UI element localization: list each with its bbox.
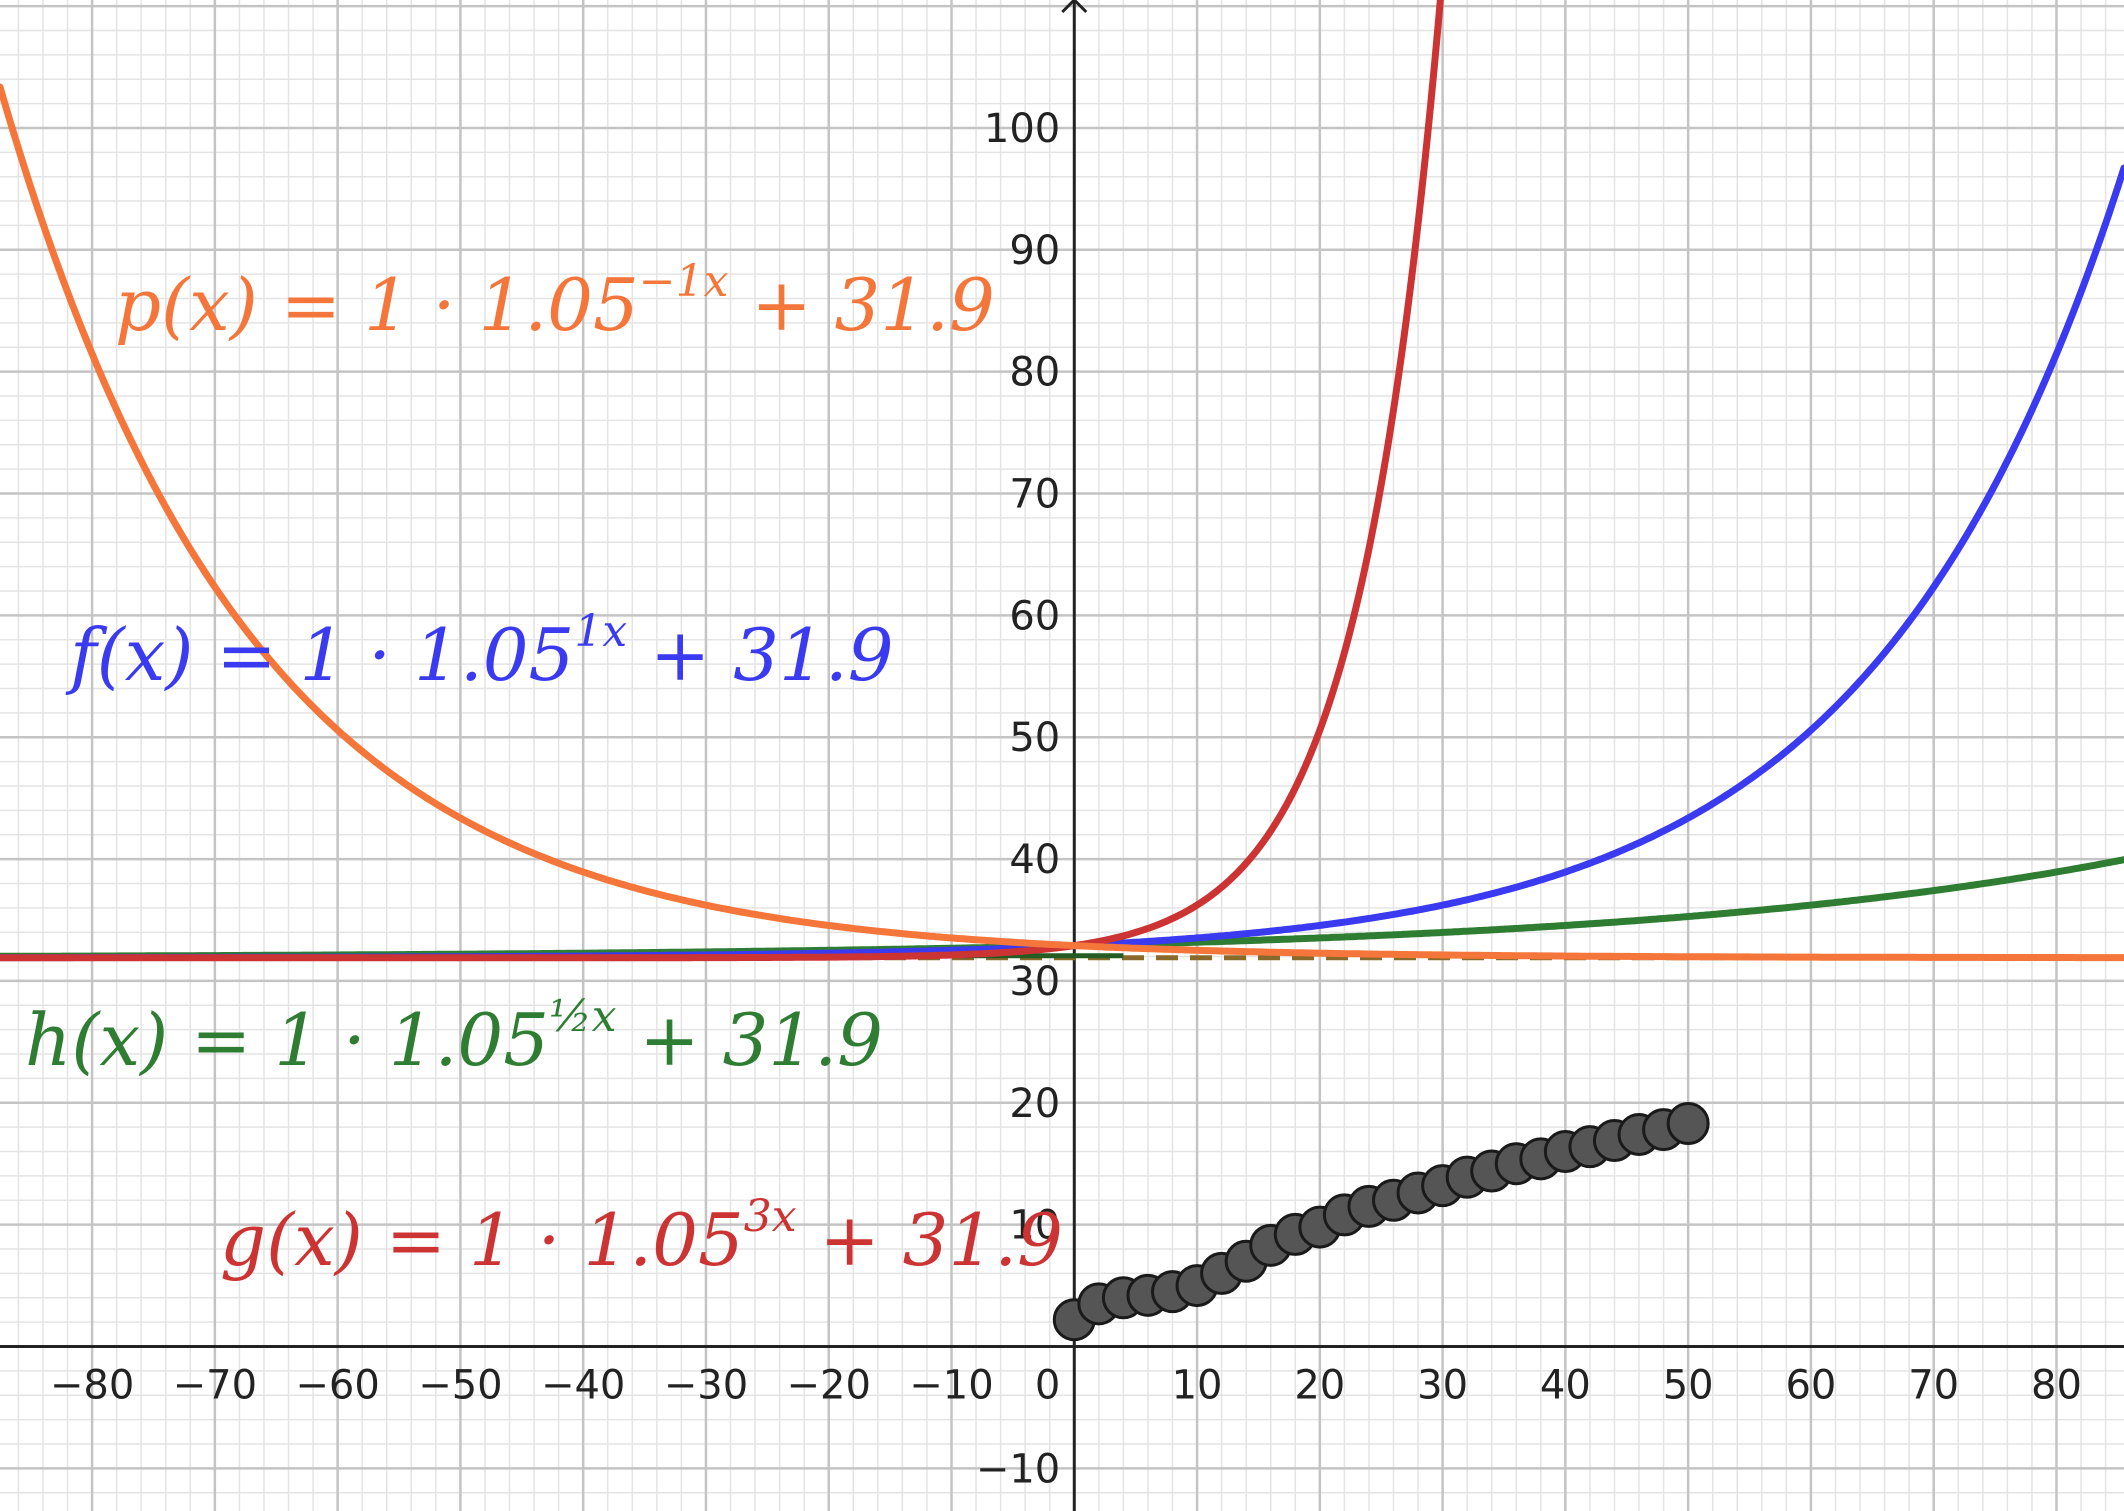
y-tick-label: 30 <box>1009 959 1060 1005</box>
equation-label-fx: f(x) = 1 · 1.051x + 31.9 <box>65 606 894 697</box>
y-tick-label: 50 <box>1009 715 1060 761</box>
curves <box>0 0 2124 962</box>
x-tick-label: −60 <box>295 1362 379 1408</box>
tick-labels: −80 −70 −60 −50 −40 −30 −20 −10 10 20 30 40 50 60 70 80… <box>50 106 2082 1492</box>
data-points <box>1052 1102 1710 1342</box>
y-tick-label: 20 <box>1009 1081 1060 1127</box>
x-tick-label: −10 <box>909 1362 993 1408</box>
x-tick-label: 30 <box>1417 1362 1468 1408</box>
y-tick-label: 10 <box>1009 1203 1060 1249</box>
origin-label: 0 <box>1035 1362 1060 1408</box>
equation-label-px: p(x) = 1 · 1.05−1x + 31.9 <box>115 256 995 347</box>
y-tick-label: 70 <box>1009 472 1060 518</box>
x-tick-label: −30 <box>664 1362 748 1408</box>
x-tick-label: 10 <box>1172 1362 1223 1408</box>
y-tick-label: −10 <box>976 1446 1060 1492</box>
curve-gx <box>0 0 1444 962</box>
y-tick-label: 40 <box>1009 837 1060 883</box>
equation-label-hx: h(x) = 1 · 1.05½x + 31.9 <box>25 991 883 1082</box>
equation-labels: p(x) = 1 · 1.05−1x + 31.9 f(x) = 1 · 1.05… <box>25 256 1063 1282</box>
y-tick-label: 100 <box>984 106 1060 152</box>
x-tick-label: 20 <box>1294 1362 1345 1408</box>
y-tick-label: 60 <box>1009 593 1060 639</box>
y-axis-arrow <box>1061 0 1088 14</box>
x-tick-label: −80 <box>50 1362 134 1408</box>
y-tick-label: 80 <box>1009 350 1060 396</box>
x-tick-label: 60 <box>1785 1362 1836 1408</box>
x-tick-label: −70 <box>173 1362 257 1408</box>
curve-px <box>0 83 2124 962</box>
x-tick-label: 40 <box>1540 1362 1591 1408</box>
equation-label-gx: g(x) = 1 · 1.053x + 31.9 <box>220 1191 1063 1282</box>
x-tick-label: −20 <box>787 1362 871 1408</box>
y-tick-label: 90 <box>1009 228 1060 274</box>
x-tick-label: 80 <box>2031 1362 2082 1408</box>
data-point <box>1666 1102 1710 1146</box>
x-tick-label: 70 <box>1908 1362 1959 1408</box>
x-tick-label: 50 <box>1663 1362 1714 1408</box>
x-tick-label: −50 <box>418 1362 502 1408</box>
x-tick-label: −40 <box>541 1362 625 1408</box>
